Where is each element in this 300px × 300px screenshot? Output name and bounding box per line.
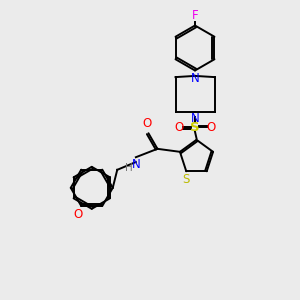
Text: N: N [190, 72, 200, 85]
Text: O: O [175, 121, 184, 134]
Text: O: O [73, 208, 82, 221]
Text: O: O [142, 117, 152, 130]
Text: S: S [183, 173, 190, 186]
Text: H: H [125, 163, 133, 173]
Text: N: N [131, 158, 140, 171]
Text: F: F [192, 9, 198, 22]
Text: N: N [190, 112, 200, 124]
Text: O: O [206, 121, 215, 134]
Text: S: S [190, 121, 200, 134]
